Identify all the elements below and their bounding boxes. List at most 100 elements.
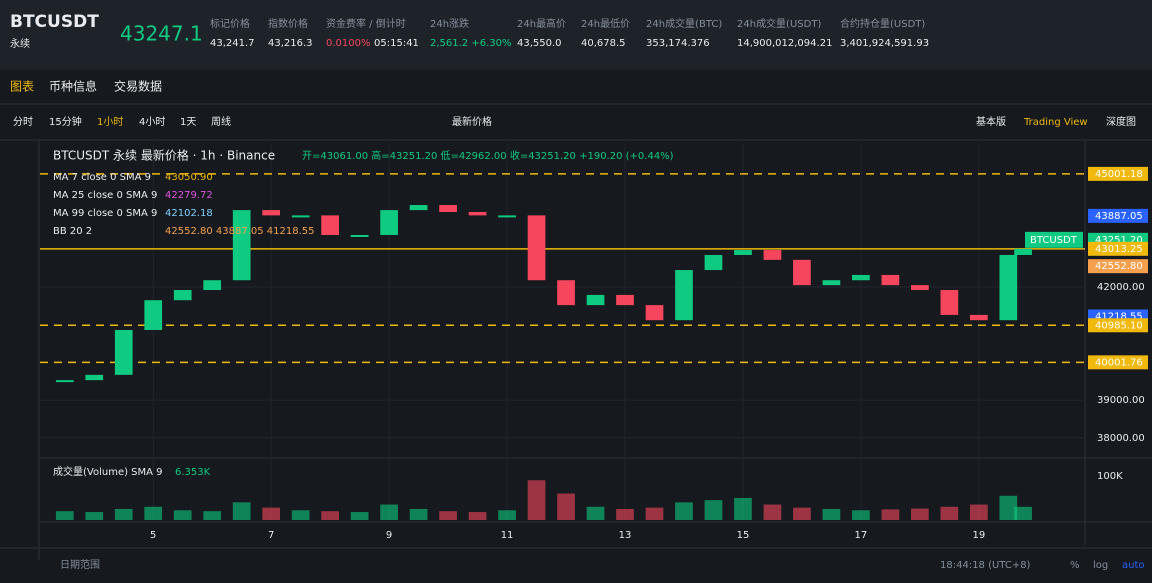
candle [468,211,487,216]
volume-bar [498,510,516,520]
stat-label: 24h最低价 [581,17,630,30]
x-tick-label: 19 [972,530,985,541]
option[interactable]: log [1093,560,1108,571]
stat-value: 353,174.376 [646,38,710,49]
stat-value: 43,216.3 [268,38,313,49]
candle [114,329,133,375]
volume-bar [468,512,487,520]
volume-bar [232,502,251,520]
symbol-box [1025,231,1083,248]
stat-label: 24h最高价 [517,17,566,30]
indicator-value: 42102.18 [165,208,213,219]
volume-bar [586,506,605,520]
candle [557,280,575,306]
y-tick-label: 38000.00 [1097,433,1145,444]
y-tick-label: 42000.00 [1097,282,1145,293]
candle [586,294,605,306]
price-label: 43251.20 [1095,235,1143,246]
volume-bar [527,480,546,520]
indicator-name: MA 99 close 0 SMA 9 [53,208,157,219]
view[interactable]: Trading View [1023,117,1088,128]
interval: 1天 [180,117,196,128]
price-box [1088,318,1148,333]
stat-label: 合约持仓量(USDT) [840,17,925,30]
candle [940,290,959,315]
x-tick-label: 7 [268,530,274,541]
price-label: 41218.55 [1095,311,1143,322]
interval: 1小时 [97,116,123,128]
volume-bar [380,504,398,520]
price-label: 45001.18 [1095,169,1143,180]
stat-value: 0.0100% [326,38,371,49]
volume-bar [262,507,281,520]
volume-bar [203,511,222,520]
stat-value: 2,561.2 +6.30% [430,38,512,49]
volume-bar [85,512,104,520]
stat-value: 43,550.0 [517,38,562,49]
stat-label: 24h成交量(USDT) [737,17,821,30]
candle [704,254,723,271]
candle [262,210,281,216]
option[interactable]: auto [1122,560,1145,571]
volume-bar [940,506,959,520]
tab[interactable]: 图表 [10,80,34,94]
candle [55,380,74,383]
volume-bar [763,504,782,520]
tab[interactable]: 币种信息 [49,79,97,94]
date-range[interactable]: 日期范围 [60,558,100,571]
option[interactable]: % [1070,560,1080,571]
stat-value: 40,678.5 [581,38,626,49]
candle [321,215,339,235]
candle [380,210,398,235]
candle [616,294,634,306]
candle [645,305,664,321]
candle [291,215,310,218]
candle [822,280,841,286]
view[interactable]: 基本版 [976,115,1006,128]
candle [350,234,369,237]
stat-label: 24h涨跌 [430,17,469,30]
candle [498,215,516,218]
volume-bar [911,508,929,520]
last-price: 43247.1 [120,22,203,46]
volume-bar [970,504,988,520]
x-tick-label: 17 [855,530,868,541]
price-box [1088,259,1148,274]
price-box [1088,208,1148,223]
volume-bar [1014,506,1032,520]
candle [173,290,192,301]
interval: 4小时 [139,116,165,128]
candle [852,274,870,281]
x-tick-label: 5 [150,530,156,541]
price-label: 40001.76 [1095,357,1143,368]
indicator-value: 42279.72 [165,190,213,201]
interval: 15分钟 [49,115,82,128]
volume-bar [557,493,575,520]
x-tick-label: 9 [386,530,392,541]
volume-bar [999,495,1018,520]
stat-label: 24h成交量(BTC) [646,17,722,30]
volume-bar [321,511,339,520]
symbol[interactable]: BTCUSDT [10,12,99,32]
volume-bar [734,497,752,520]
price-label: 43013.25 [1095,244,1143,255]
chart-title: BTCUSDT 永续 最新价格 · 1h · Binance [53,148,275,163]
stat-value: 43,241.7 [210,38,255,49]
symbol-label: BTCUSDT [1030,235,1078,246]
volume-bar [409,508,428,520]
price-type[interactable]: 最新价格 [452,115,492,128]
candle [409,205,428,211]
indicator-value: 43050.90 [165,172,213,183]
volume-bar [822,508,841,520]
view[interactable]: 深度图 [1106,115,1136,128]
price-box [1088,241,1148,256]
top-bar [0,0,1152,70]
stat-value: 05:15:41 [374,38,419,49]
tab[interactable]: 交易数据 [114,79,162,94]
stat-label: 标记价格 [210,17,250,30]
clock: 18:44:18 (UTC+8) [940,560,1031,571]
candle [881,274,900,286]
candle [232,210,251,281]
volume-tick-label: 100K [1097,471,1123,482]
